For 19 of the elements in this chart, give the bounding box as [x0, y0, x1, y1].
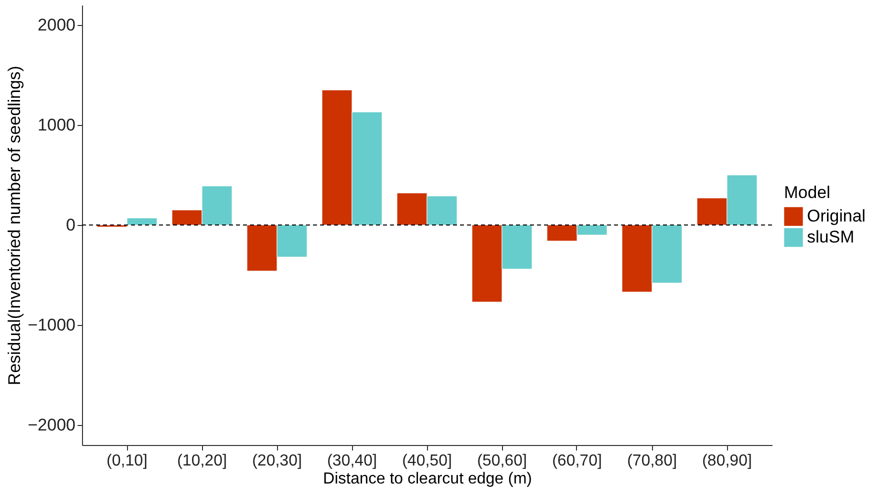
x-tick-label: (50,60] — [477, 452, 527, 470]
legend-label: Original — [807, 206, 866, 226]
x-tick-label: (20,30] — [252, 452, 302, 470]
legend-label: sluSM — [807, 228, 854, 246]
x-tick-label: (40,50] — [402, 452, 452, 470]
y-axis-title: Residual(Inventoried number of seedlings) — [4, 66, 24, 386]
x-tick-label: (70,80] — [627, 452, 677, 470]
x-tick-label: (0,10] — [106, 452, 148, 470]
y-tick-label: −2000 — [28, 416, 76, 434]
x-tick-label: (10,20] — [177, 452, 227, 470]
legend-title: Model — [784, 183, 830, 202]
x-tick-label: (60,70] — [552, 452, 602, 470]
y-tick-label: 1000 — [38, 116, 76, 134]
y-tick-label: 0 — [66, 216, 76, 234]
x-tick-label: (80,90] — [702, 452, 752, 470]
y-tick-label: 2000 — [38, 16, 76, 34]
x-axis-title: Distance to clearcut edge (m) — [323, 470, 532, 488]
y-tick-label: −1000 — [28, 316, 76, 334]
x-tick-label: (30,40] — [327, 452, 377, 470]
